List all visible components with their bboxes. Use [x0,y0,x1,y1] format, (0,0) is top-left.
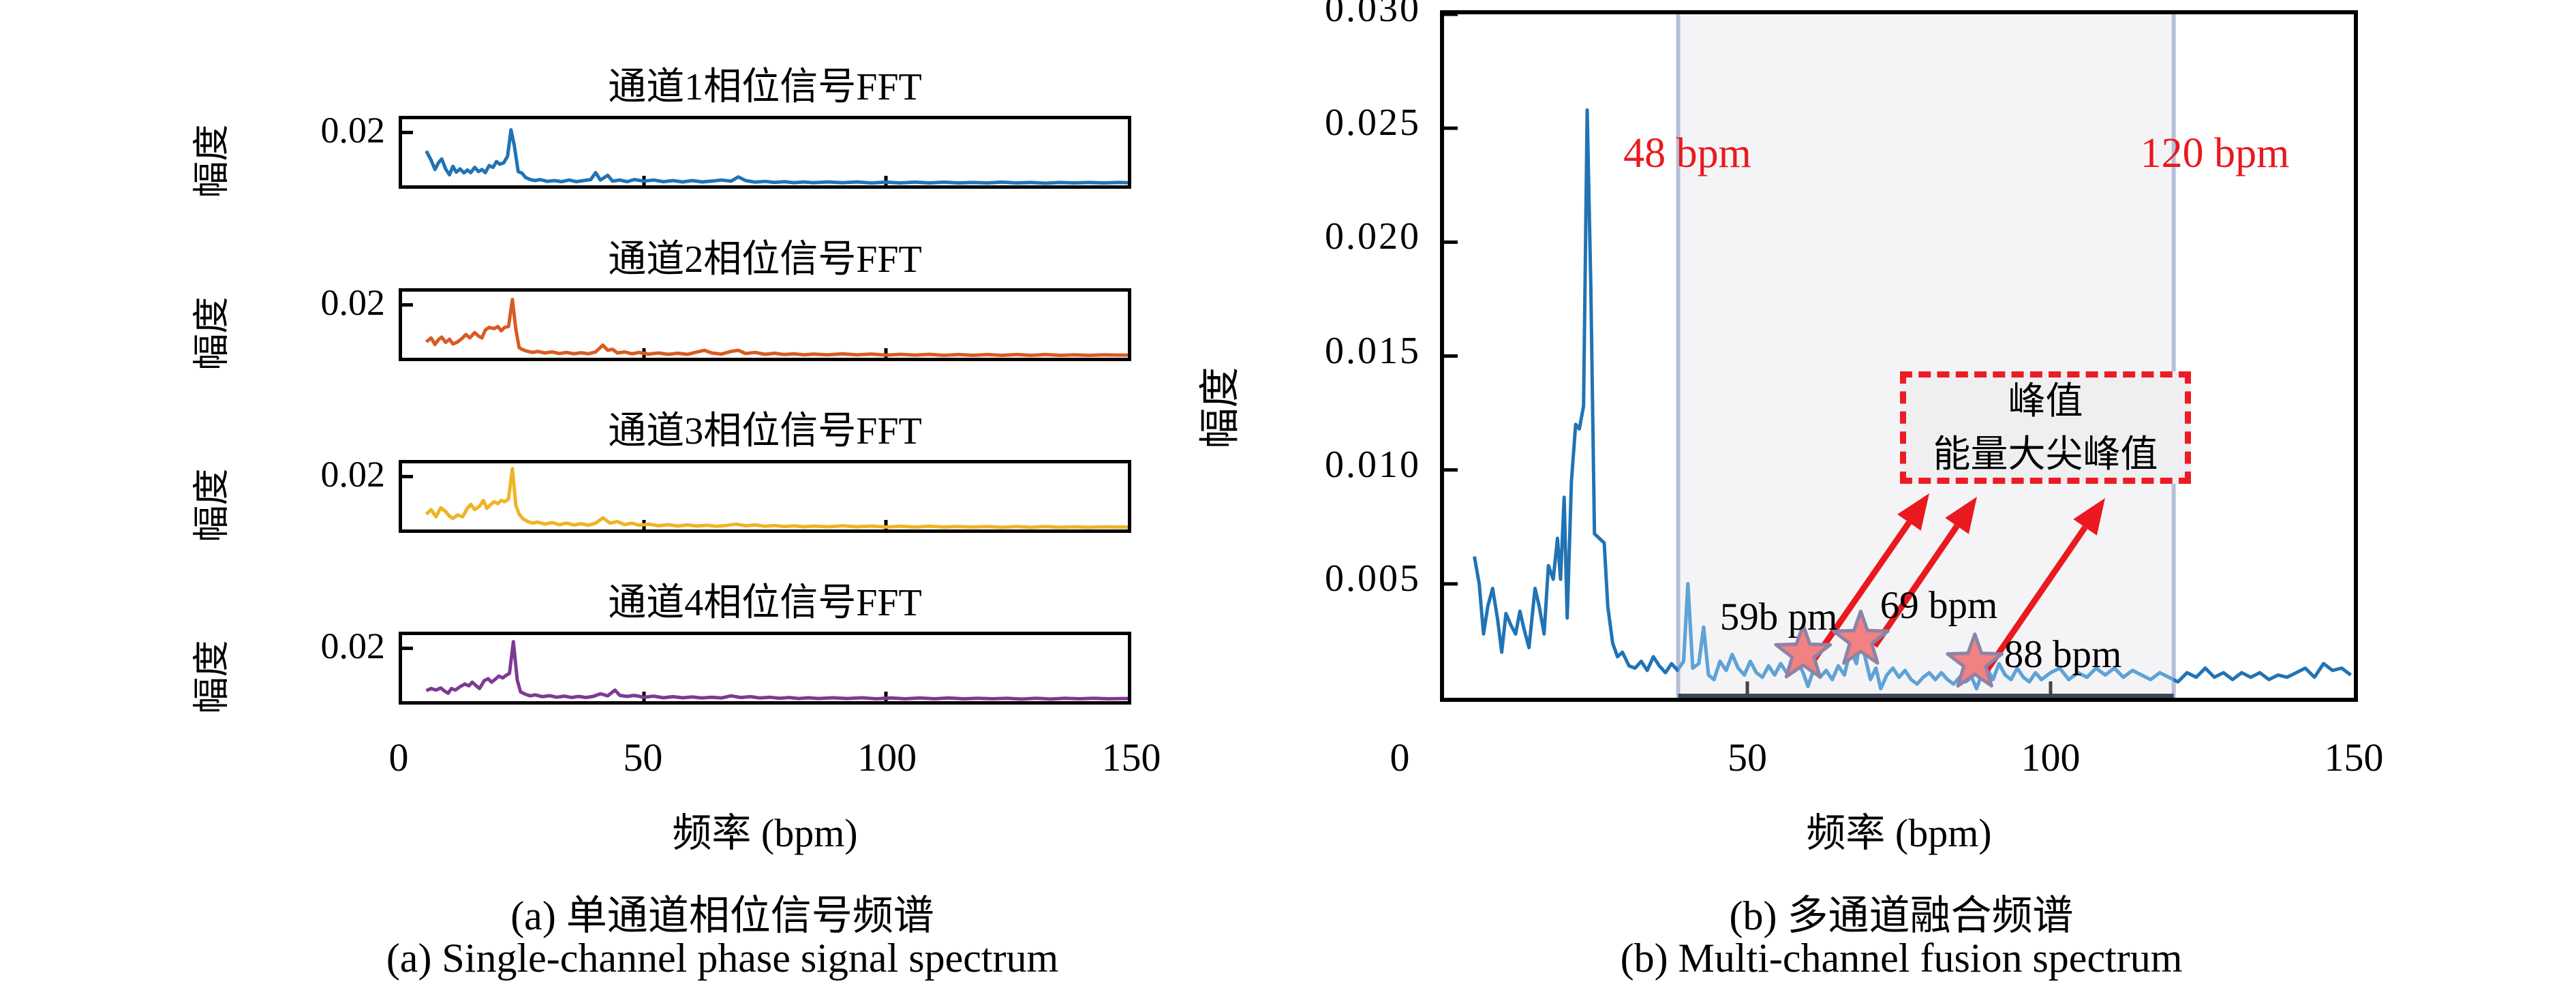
panel-b-xlabel: 频率 (bpm) [1806,811,1992,855]
panel-a-xtick-100: 100 [857,735,917,780]
peak-arrowhead-1 [1897,493,1929,531]
channel-4-fft-curve [402,640,1128,701]
subplot-ylabel-channel-1: 幅度 [191,124,232,198]
band-lower-limit-label: 48 bpm [1623,130,1751,176]
subplot-plot-area-channel-1 [399,116,1131,189]
panel-a-single-channel: 通道1相位信号FFT 幅度 0.02 通道2相位信号FFT 幅度 0.02 通道3相位信号F… [191,66,1161,981]
subplot-ytick-0.02-channel-3: 0.02 [320,454,386,495]
peak-label-59bpm: 59b pm [1719,596,1838,638]
peak-label-69bpm: 69 bpm [1880,584,1998,627]
subplot-ylabel-channel-4: 幅度 [191,640,232,714]
peak-star-2 [1832,609,1890,665]
peak-annotation-box: 峰值 能量大尖峰值 [1900,371,2191,484]
panel-b-ytick-0.005: 0.005 [1325,557,1421,600]
panel-b-fusion: 幅度 0.005 0.010 0.015 0.020 0.025 0.030 0 50 100… [1159,0,2576,1001]
panel-a-xtick-0: 0 [388,735,409,780]
fusion-spectrum-chart [1444,14,2352,698]
panel-b-plot-area [1440,10,2358,702]
peak-star-3 [1946,632,2004,688]
panel-a-xtick-50: 50 [623,735,663,780]
panel-b-ylabel: 幅度 [1197,367,1243,449]
subplot-title-channel-2: 通道2相位信号FFT [608,238,922,281]
panel-a-caption-en: (a) Single-channel phase signal spectrum [386,936,1059,981]
subplot-ylabel-channel-3: 幅度 [191,468,232,542]
panel-b-xtick-0: 0 [1390,735,1410,780]
channel-3-fft-curve [402,467,1128,529]
panel-a-xtick-150: 150 [1101,735,1161,780]
peak-label-88bpm: 88 bpm [2004,633,2122,676]
subplot-ytick-0.02-channel-2: 0.02 [320,282,386,323]
subplot-title-channel-1: 通道1相位信号FFT [608,66,922,108]
peak-arrowhead-3 [2073,498,2105,536]
panel-b-caption-zh: (b) 多通道融合频谱 [1729,893,2074,938]
subplot-ytick-0.02-channel-1: 0.02 [320,110,386,151]
panel-b-ytick-0.010: 0.010 [1325,443,1421,486]
panel-b-xtick-100: 100 [2021,735,2081,780]
panel-b-caption-en: (b) Multi-channel fusion spectrum [1620,936,2183,981]
channel-1-fft-curve [402,128,1128,185]
peak-arrowhead-2 [1945,497,1977,534]
peak-arrow-2 [1872,524,1960,648]
panel-b-xtick-50: 50 [1728,735,1767,780]
panel-a-xlabel: 频率 (bpm) [672,811,858,855]
channel-2-fft-curve [402,298,1128,358]
peak-annotation-line1: 峰值 [2008,380,2083,422]
peak-annotation-line2: 能量大尖峰值 [1933,433,2158,475]
peak-arrow-1 [1811,521,1912,662]
subplot-plot-area-channel-2 [399,288,1131,361]
panel-b-ytick-0.015: 0.015 [1325,329,1421,372]
panel-b-ytick-0.030: 0.030 [1325,0,1421,30]
subplot-ytick-0.02-channel-4: 0.02 [320,626,386,666]
band-upper-limit-label: 120 bpm [2140,130,2290,176]
subplot-ylabel-channel-2: 幅度 [191,296,232,371]
panel-b-xtick-150: 150 [2324,735,2384,780]
subplot-title-channel-4: 通道4相位信号FFT [608,582,922,624]
subplot-title-channel-3: 通道3相位信号FFT [608,410,922,452]
subplot-plot-area-channel-4 [399,632,1131,705]
peak-arrow-3 [1984,525,2088,672]
panel-b-ytick-0.025: 0.025 [1325,102,1421,144]
subplot-plot-area-channel-3 [399,460,1131,533]
peak-star-1 [1774,623,1833,679]
panel-a-caption-zh: (a) 单通道相位信号频谱 [510,893,934,938]
panel-b-ytick-0.020: 0.020 [1325,215,1421,258]
